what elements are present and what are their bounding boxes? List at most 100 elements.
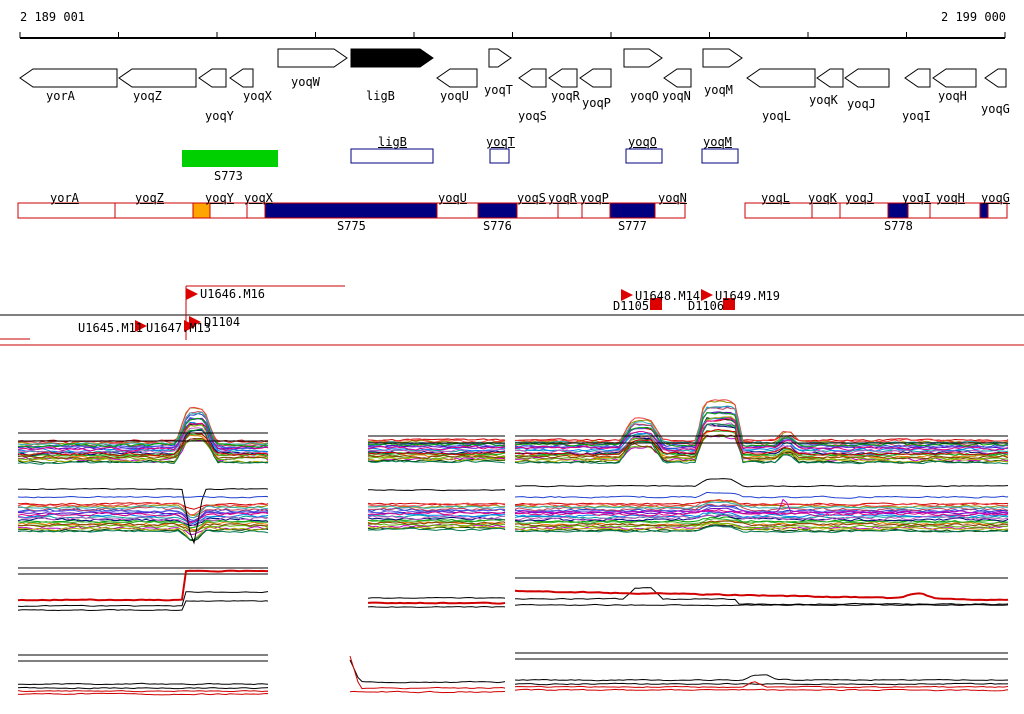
expression-profile-line [514,514,1009,521]
segment-label-S775: S775 [337,219,366,233]
ruler-end-coordinate: 2 199 000 [941,10,1007,24]
gene-arrow-yoqG[interactable] [984,68,1007,88]
feature-box-yoqM[interactable] [701,148,739,164]
segment-gene-link-yoqP[interactable]: yoqP [580,191,609,205]
expression-profile-line [367,445,506,451]
segment-gene-link-yoqK[interactable]: yoqK [808,191,837,205]
segment-block-19[interactable] [979,202,989,219]
expression-profile-line [367,523,506,528]
feature-link-yoqO[interactable]: yoqO [628,135,657,149]
expression-profile-line [367,445,506,449]
expression-profile-line [514,501,1009,510]
expression-profile-line [17,591,269,608]
expression-profile-line [514,587,1009,606]
gene-arrow-yoqZ[interactable] [118,68,197,88]
gene-arrow-yoqL[interactable] [746,68,816,88]
expression-profile-line [17,422,269,452]
gene-arrow-yoqO[interactable] [623,48,663,68]
gene-arrow-yoqS[interactable] [518,68,547,88]
segment-gene-link-yoqL[interactable]: yoqL [761,191,790,205]
gene-arrow-ligB[interactable] [350,48,434,68]
signal-marker-U1647.M13[interactable] [184,320,196,332]
expression-profile-line [17,682,269,686]
gene-arrow-yoqY[interactable] [198,68,227,88]
expression-profile-line [17,509,269,522]
signal-label-U1648.M14: U1648.M14 [635,289,701,303]
expression-profile-line [17,411,269,447]
expression-profile-line [17,692,269,696]
gene-arrow-yorA[interactable] [19,68,118,88]
segment-block-2[interactable] [192,202,211,219]
expression-profile-line [367,514,506,520]
expression-profile-line [367,452,506,457]
gene-arrow-yoqP[interactable] [579,68,612,88]
segment-gene-link-yoqN[interactable]: yoqN [658,191,687,205]
expression-profile-line [367,511,506,516]
feature-box-ligB[interactable] [350,148,434,164]
expression-profile-line [18,427,269,455]
gene-arrow-yoqU[interactable] [436,68,478,88]
segment-gene-link-yoqY[interactable]: yoqY [205,191,234,205]
expression-profile-line [514,520,1009,527]
segment-block-11[interactable] [609,202,656,219]
segment-gene-link-yoqS[interactable]: yoqS [517,191,546,205]
signal-marker-D1105[interactable] [650,298,662,310]
segment-block-14 [811,202,841,219]
segment-block-9 [557,202,583,219]
segment-block-17 [907,202,931,219]
gene-arrow-yoqH[interactable] [932,68,977,88]
segment-block-7[interactable] [477,202,518,219]
signal-marker-U1648.M14[interactable] [621,289,633,301]
segment-gene-link-yoqG[interactable]: yoqG [981,191,1010,205]
segment-gene-link-yoqX[interactable]: yoqX [244,191,273,205]
feature-link-ligB[interactable]: ligB [378,135,407,149]
gene-arrow-yoqM[interactable] [702,48,743,68]
gene-arrow-yoqR[interactable] [548,68,578,88]
segment-gene-link-yoqJ[interactable]: yoqJ [845,191,874,205]
segment-s773-box[interactable] [182,150,278,167]
segment-block-5[interactable] [264,202,438,219]
segment-gene-link-yoqI[interactable]: yoqI [902,191,931,205]
feature-box-yoqO[interactable] [625,148,663,164]
gene-arrow-yoqJ[interactable] [844,68,890,88]
expression-profile-line [367,455,506,460]
expression-profile-line [367,454,506,459]
expression-profile-line [514,412,1008,447]
gene-arrow-yoqT[interactable] [488,48,512,68]
signal-marker-U1646.M16[interactable] [186,288,198,300]
feature-box-yoqT[interactable] [489,148,510,164]
expression-profile-line [367,519,505,523]
signal-label-U1646.M16: U1646.M16 [200,287,266,301]
segment-gene-link-yorA[interactable]: yorA [50,191,79,205]
expression-profile-line [17,429,269,465]
feature-link-yoqT[interactable]: yoqT [486,135,515,149]
expression-profile-line [367,506,506,512]
signal-label-U1649.M19: U1649.M19 [715,289,781,303]
gene-arrow-yoqK[interactable] [816,68,844,88]
segment-gene-link-yoqU[interactable]: yoqU [438,191,467,205]
expression-profile-line [17,495,269,499]
feature-link-yoqM[interactable]: yoqM [703,135,732,149]
expression-profile-line [367,521,506,525]
expression-profile-line [367,448,506,454]
segment-gene-link-yoqH[interactable]: yoqH [936,191,965,205]
expression-profile-line [17,517,269,527]
signal-marker-U1649.M19[interactable] [701,289,713,301]
expression-profile-line [367,459,506,464]
expression-profile-line [17,437,269,460]
segment-block-3 [209,202,248,219]
expression-profile-line [514,681,1009,689]
expression-profile-line [367,489,506,492]
expression-profile-line [514,524,1009,533]
segment-gene-link-yoqZ[interactable]: yoqZ [135,191,164,205]
segment-label-S776: S776 [483,219,512,233]
gene-arrow-yoqW[interactable] [277,48,348,68]
expression-profile-line [17,600,269,612]
signal-marker-U1645.M11[interactable] [135,320,147,332]
signal-marker-D1106[interactable] [723,298,735,310]
gene-arrow-yoqI[interactable] [904,68,931,88]
segment-gene-link-yoqR[interactable]: yoqR [548,191,577,205]
gene-arrow-yoqN[interactable] [663,68,692,88]
gene-arrow-yoqX[interactable] [229,68,254,88]
segment-block-16[interactable] [887,202,909,219]
